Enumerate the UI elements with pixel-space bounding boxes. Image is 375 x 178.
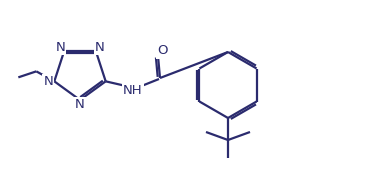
Text: NH: NH bbox=[123, 83, 143, 96]
Text: N: N bbox=[44, 75, 53, 88]
Text: N: N bbox=[95, 41, 105, 54]
Text: O: O bbox=[157, 44, 167, 57]
Text: N: N bbox=[75, 98, 85, 111]
Text: N: N bbox=[55, 41, 65, 54]
